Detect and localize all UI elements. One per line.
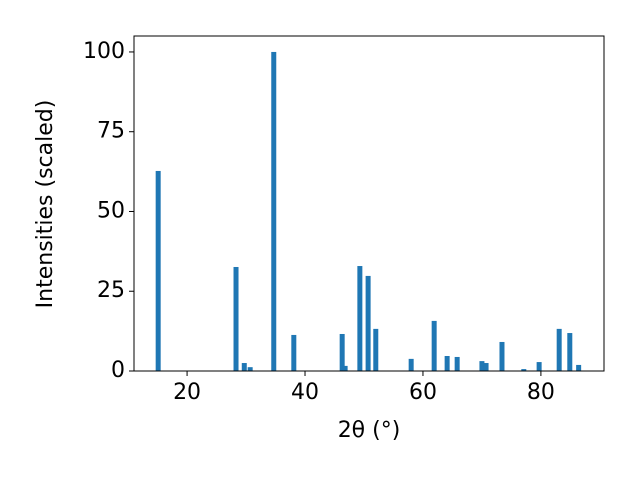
- bar: [241, 363, 247, 371]
- bar: [479, 361, 485, 371]
- plot-frame: [133, 35, 605, 372]
- bar: [431, 320, 437, 371]
- bar: [373, 328, 379, 371]
- bar: [365, 275, 371, 371]
- bar: [339, 333, 345, 371]
- bar: [342, 365, 348, 371]
- x-tick-label: 20: [173, 380, 201, 405]
- x-tick-label: 40: [291, 380, 319, 405]
- bar: [576, 364, 582, 371]
- bar: [521, 369, 527, 371]
- y-tick-label: 100: [83, 39, 125, 64]
- bar: [483, 363, 489, 371]
- y-tick-label: 0: [111, 358, 125, 383]
- bar: [408, 358, 414, 371]
- y-tick-label: 25: [97, 278, 125, 303]
- bar: [444, 356, 450, 371]
- bar: [291, 334, 297, 371]
- bar: [271, 51, 277, 371]
- x-tick-label: 80: [527, 380, 555, 405]
- bar: [155, 170, 161, 371]
- bar: [233, 266, 239, 371]
- bar: [247, 367, 253, 371]
- bar: [357, 266, 363, 371]
- bar: [536, 362, 542, 371]
- x-tick-label: 60: [409, 380, 437, 405]
- x-axis-label: 2θ (°): [338, 418, 401, 443]
- bar: [499, 341, 505, 371]
- bar: [567, 333, 573, 371]
- y-axis-label: Intensities (scaled): [33, 100, 58, 309]
- y-tick-label: 50: [97, 198, 125, 223]
- y-tick-label: 75: [97, 119, 125, 144]
- bar: [454, 356, 460, 371]
- bar: [556, 328, 562, 371]
